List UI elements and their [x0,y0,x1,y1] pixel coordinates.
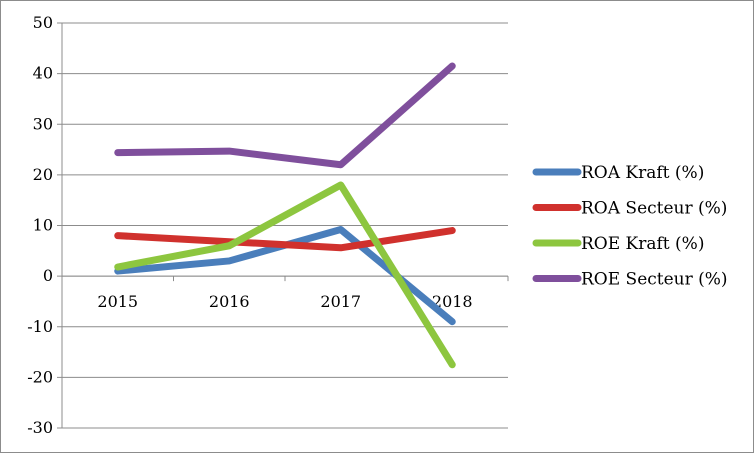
y-tick-label: -30 [27,418,53,437]
y-tick-label: 20 [33,165,53,184]
legend-label: ROE Secteur (%) [581,270,728,290]
legend: ROA Kraft (%) ROA Secteur (%) ROE Kraft (%… [532,163,728,290]
gridlines [57,22,509,429]
series-line-3 [114,181,456,369]
x-tick-labels: 2015 2016 2017 2018 [97,292,472,311]
x-tick-label: 2015 [97,292,138,311]
legend-label: ROE Kraft (%) [581,234,704,254]
x-tick-label: 2018 [432,292,473,311]
y-tick-labels: -30 -20 -10 0 10 20 30 40 50 [27,13,53,437]
x-tick-label: 2017 [320,292,361,311]
x-tick-label: 2016 [209,292,250,311]
series-lines [114,62,456,369]
y-tick-label: 30 [33,114,53,133]
legend-label: ROA Secteur (%) [581,199,727,219]
series-line-4 [114,62,456,169]
y-tick-label: 40 [33,64,53,83]
y-tick-label: 0 [43,266,53,285]
y-tick-label: -20 [27,367,53,386]
y-tick-label: 10 [33,216,53,235]
y-tick-label: -10 [27,317,53,336]
series-line-2 [114,227,456,252]
legend-label: ROA Kraft (%) [581,163,704,183]
y-tick-label: 50 [33,13,53,32]
